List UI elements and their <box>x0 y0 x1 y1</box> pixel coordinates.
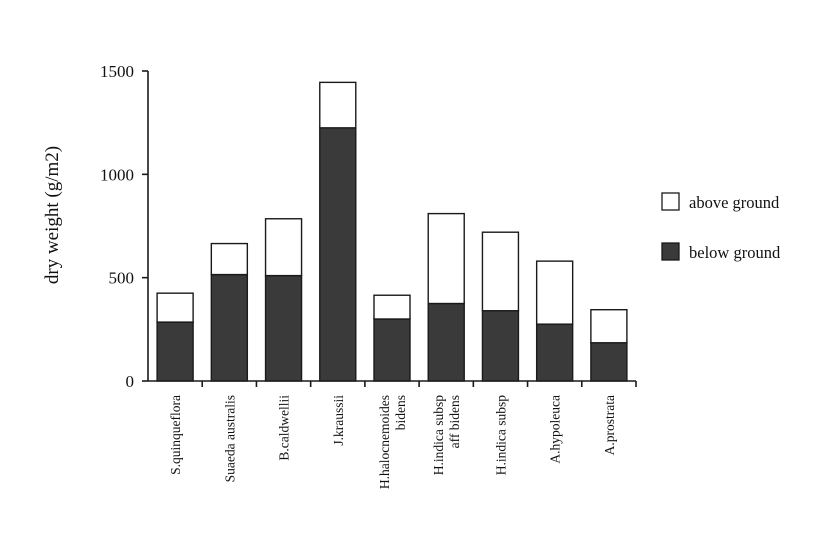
bar-above-ground <box>264 218 303 277</box>
legend-swatch-below-ground <box>661 242 680 261</box>
bar-below-ground <box>264 274 303 382</box>
bar-above-ground <box>481 231 520 312</box>
y-axis-ticks: 0 500 1000 1500 <box>100 62 148 391</box>
x-category-label: A.hypoleuca <box>548 395 563 464</box>
y-tick-label: 1500 <box>100 62 134 81</box>
x-category-label: H.indica subsp <box>493 395 508 475</box>
x-category-label: H.indica subsp <box>431 395 446 475</box>
bar-below-ground <box>535 323 574 382</box>
bar-above-ground <box>156 292 194 323</box>
x-category-label: J.kraussii <box>331 395 346 446</box>
x-category-label: S.quinqueflora <box>168 395 183 475</box>
bar-above-ground <box>535 260 574 325</box>
legend-label-below-ground: below ground <box>689 243 781 262</box>
x-category-label: Suaeda australis <box>222 395 237 482</box>
x-category-label: bidens <box>393 395 408 430</box>
bar-above-ground <box>210 242 249 276</box>
bar-below-ground <box>210 273 249 382</box>
x-category-label: B.caldwellii <box>277 395 292 461</box>
x-category-label: aff bidens <box>447 395 462 448</box>
y-tick-label: 0 <box>126 372 135 391</box>
x-category-label: A.prostrata <box>602 395 617 455</box>
legend-swatch-above-ground <box>661 192 680 211</box>
bar-below-ground <box>427 302 465 382</box>
bar-series <box>156 81 628 382</box>
y-axis-label: dry weight (g/m2) <box>42 146 63 284</box>
legend: above ground below ground <box>661 192 781 262</box>
bar-below-ground <box>590 342 628 382</box>
bar-above-ground <box>590 309 628 344</box>
x-category-label: H.halocnemoides <box>377 395 392 489</box>
y-tick-label: 1000 <box>100 165 134 184</box>
bar-above-ground <box>427 212 465 305</box>
x-axis-ticks: S.quinqueflora Suaeda australis B.caldwell… <box>168 381 637 489</box>
bar-above-ground <box>373 294 411 320</box>
bar-below-ground <box>481 310 520 382</box>
bar-above-ground <box>319 81 357 129</box>
legend-label-above-ground: above ground <box>689 193 780 212</box>
bar-below-ground <box>156 321 194 382</box>
y-tick-label: 500 <box>109 269 135 288</box>
bar-below-ground <box>319 127 357 382</box>
bar-below-ground <box>373 318 411 382</box>
